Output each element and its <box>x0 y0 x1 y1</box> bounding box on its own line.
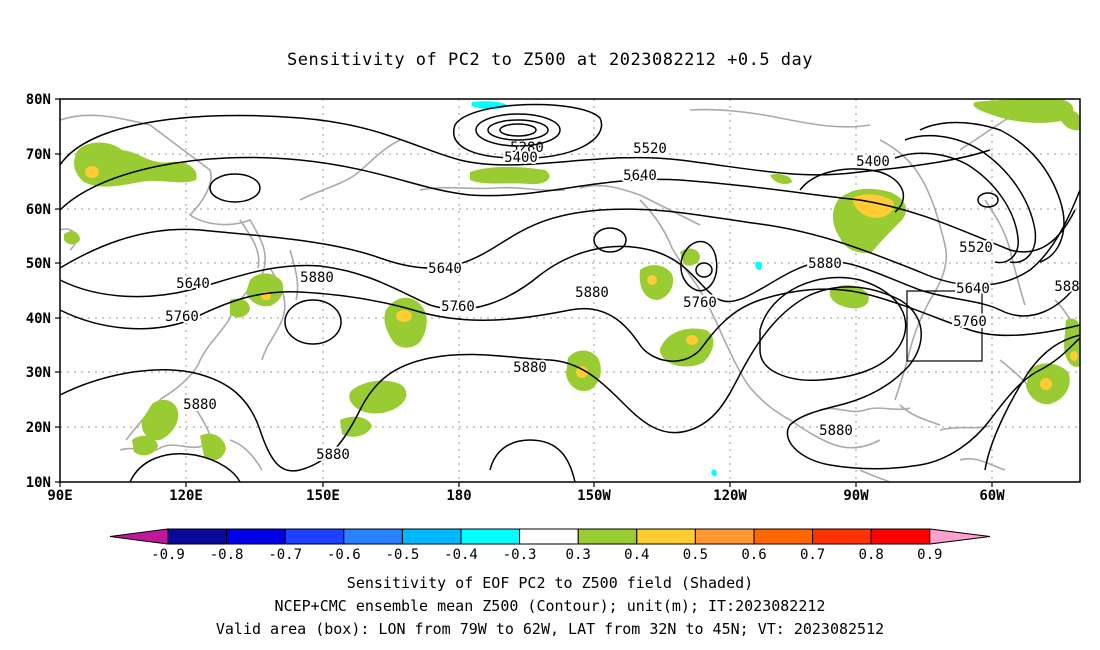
lat-label: 50N <box>26 256 51 272</box>
lat-label: 10N <box>26 475 51 491</box>
colorbar-swatch <box>226 528 286 545</box>
colorbar-right-arrow <box>929 528 991 545</box>
caption-shading: Sensitivity of EOF PC2 to Z500 field (Sh… <box>346 574 754 592</box>
colorbar-label: 0.4 <box>624 547 649 563</box>
colorbar-label: 0.5 <box>683 547 708 563</box>
colorbar-swatch <box>284 528 345 545</box>
lat-label: 20N <box>26 420 51 436</box>
colorbar-label: -0.9 <box>151 547 185 563</box>
lon-label: 150E <box>306 488 340 504</box>
contour-label: 5880 <box>819 423 853 439</box>
colorbar-swatch <box>636 528 696 545</box>
axis-ticks <box>55 98 993 487</box>
contour-label: 5640 <box>956 281 990 297</box>
lon-label: 120W <box>713 488 747 504</box>
lat-label: 40N <box>26 311 51 327</box>
contour-label: 588 <box>1054 279 1079 295</box>
colorbar-swatch <box>577 528 638 545</box>
contour-label: 5640 <box>428 261 462 277</box>
colorbar-swatch <box>343 528 403 545</box>
colorbar-label: 0.6 <box>741 547 766 563</box>
colorbar-left-arrow <box>109 528 169 545</box>
contour-label: 5400 <box>856 154 890 170</box>
lon-label: 180 <box>446 488 471 504</box>
colorbar-swatch <box>753 528 814 545</box>
valid-area-box <box>906 290 983 362</box>
lon-label: 90W <box>843 488 869 504</box>
colorbar-label: -0.7 <box>268 547 302 563</box>
contour-label: 5760 <box>683 295 717 311</box>
contour-label: 5880 <box>575 285 609 301</box>
colorbar-swatch <box>812 528 872 545</box>
colorbar-label: -0.4 <box>444 547 478 563</box>
contour-label: 5880 <box>513 360 547 376</box>
contour-label: 5880 <box>183 397 217 413</box>
contour-label: 5880 <box>808 256 842 272</box>
contour-label: 5760 <box>953 314 987 330</box>
contour-labels: 5280 5400 5520 5640 5400 5640 5640 5760 … <box>163 139 1082 465</box>
colorbar-swatch <box>694 528 755 545</box>
colorbar-swatch <box>460 528 521 545</box>
contour-label: 5760 <box>165 309 199 325</box>
colorbar-swatch <box>167 528 228 545</box>
z500-contours <box>59 103 1081 483</box>
colorbar-label: -0.5 <box>386 547 420 563</box>
contour-label: 5760 <box>441 299 475 315</box>
colorbar-label: -0.6 <box>327 547 361 563</box>
contour-label: 5640 <box>176 276 210 292</box>
colorbar-swatch <box>870 528 931 545</box>
colorbar-label: 0.9 <box>917 547 942 563</box>
lat-label: 70N <box>26 147 51 163</box>
colorbar-label: 0.3 <box>566 547 591 563</box>
plot-area: 5280 5400 5520 5640 5400 5640 5640 5760 … <box>59 98 1082 483</box>
contour-label: 5880 <box>316 447 350 463</box>
contour-label: 5520 <box>633 141 667 157</box>
contour-label: 5280 <box>510 140 544 156</box>
color-bar: -0.9 -0.8 -0.7 -0.6 -0.5 -0.4 -0.3 0.3 0.4 0.5 0.6… <box>109 528 991 563</box>
contour-label: 5400 <box>504 150 538 166</box>
colorbar-label: 0.8 <box>859 547 884 563</box>
colorbar-label: -0.8 <box>210 547 244 563</box>
contour-label: 5640 <box>623 168 657 184</box>
colorbar-swatch <box>401 528 462 545</box>
lon-label: 150W <box>577 488 611 504</box>
colorbar-label: 0.7 <box>800 547 825 563</box>
contour-label: 5880 <box>300 270 334 286</box>
caption-contour: NCEP+CMC ensemble mean Z500 (Contour); u… <box>274 597 826 615</box>
lon-label: 60W <box>979 488 1005 504</box>
caption-valid-area: Valid area (box): LON from 79W to 62W, L… <box>215 620 885 638</box>
lat-label: 30N <box>26 365 51 381</box>
lon-label: 90E <box>47 488 72 504</box>
sensitivity-shading <box>64 99 1080 476</box>
colorbar-swatch <box>519 528 579 545</box>
plot-frame <box>59 98 1081 483</box>
colorbar-label: -0.3 <box>503 547 537 563</box>
lat-label: 80N <box>26 92 51 108</box>
lat-label: 60N <box>26 202 51 218</box>
latitude-labels: 80N 70N 60N 50N 40N 30N 20N 10N <box>26 92 51 491</box>
lon-label: 120E <box>169 488 203 504</box>
longitude-labels: 90E 120E 150E 180 150W 120W 90W 60W <box>47 488 1005 504</box>
map-title: Sensitivity of PC2 to Z500 at 2023082212… <box>286 50 813 70</box>
contour-label: 5520 <box>959 240 993 256</box>
